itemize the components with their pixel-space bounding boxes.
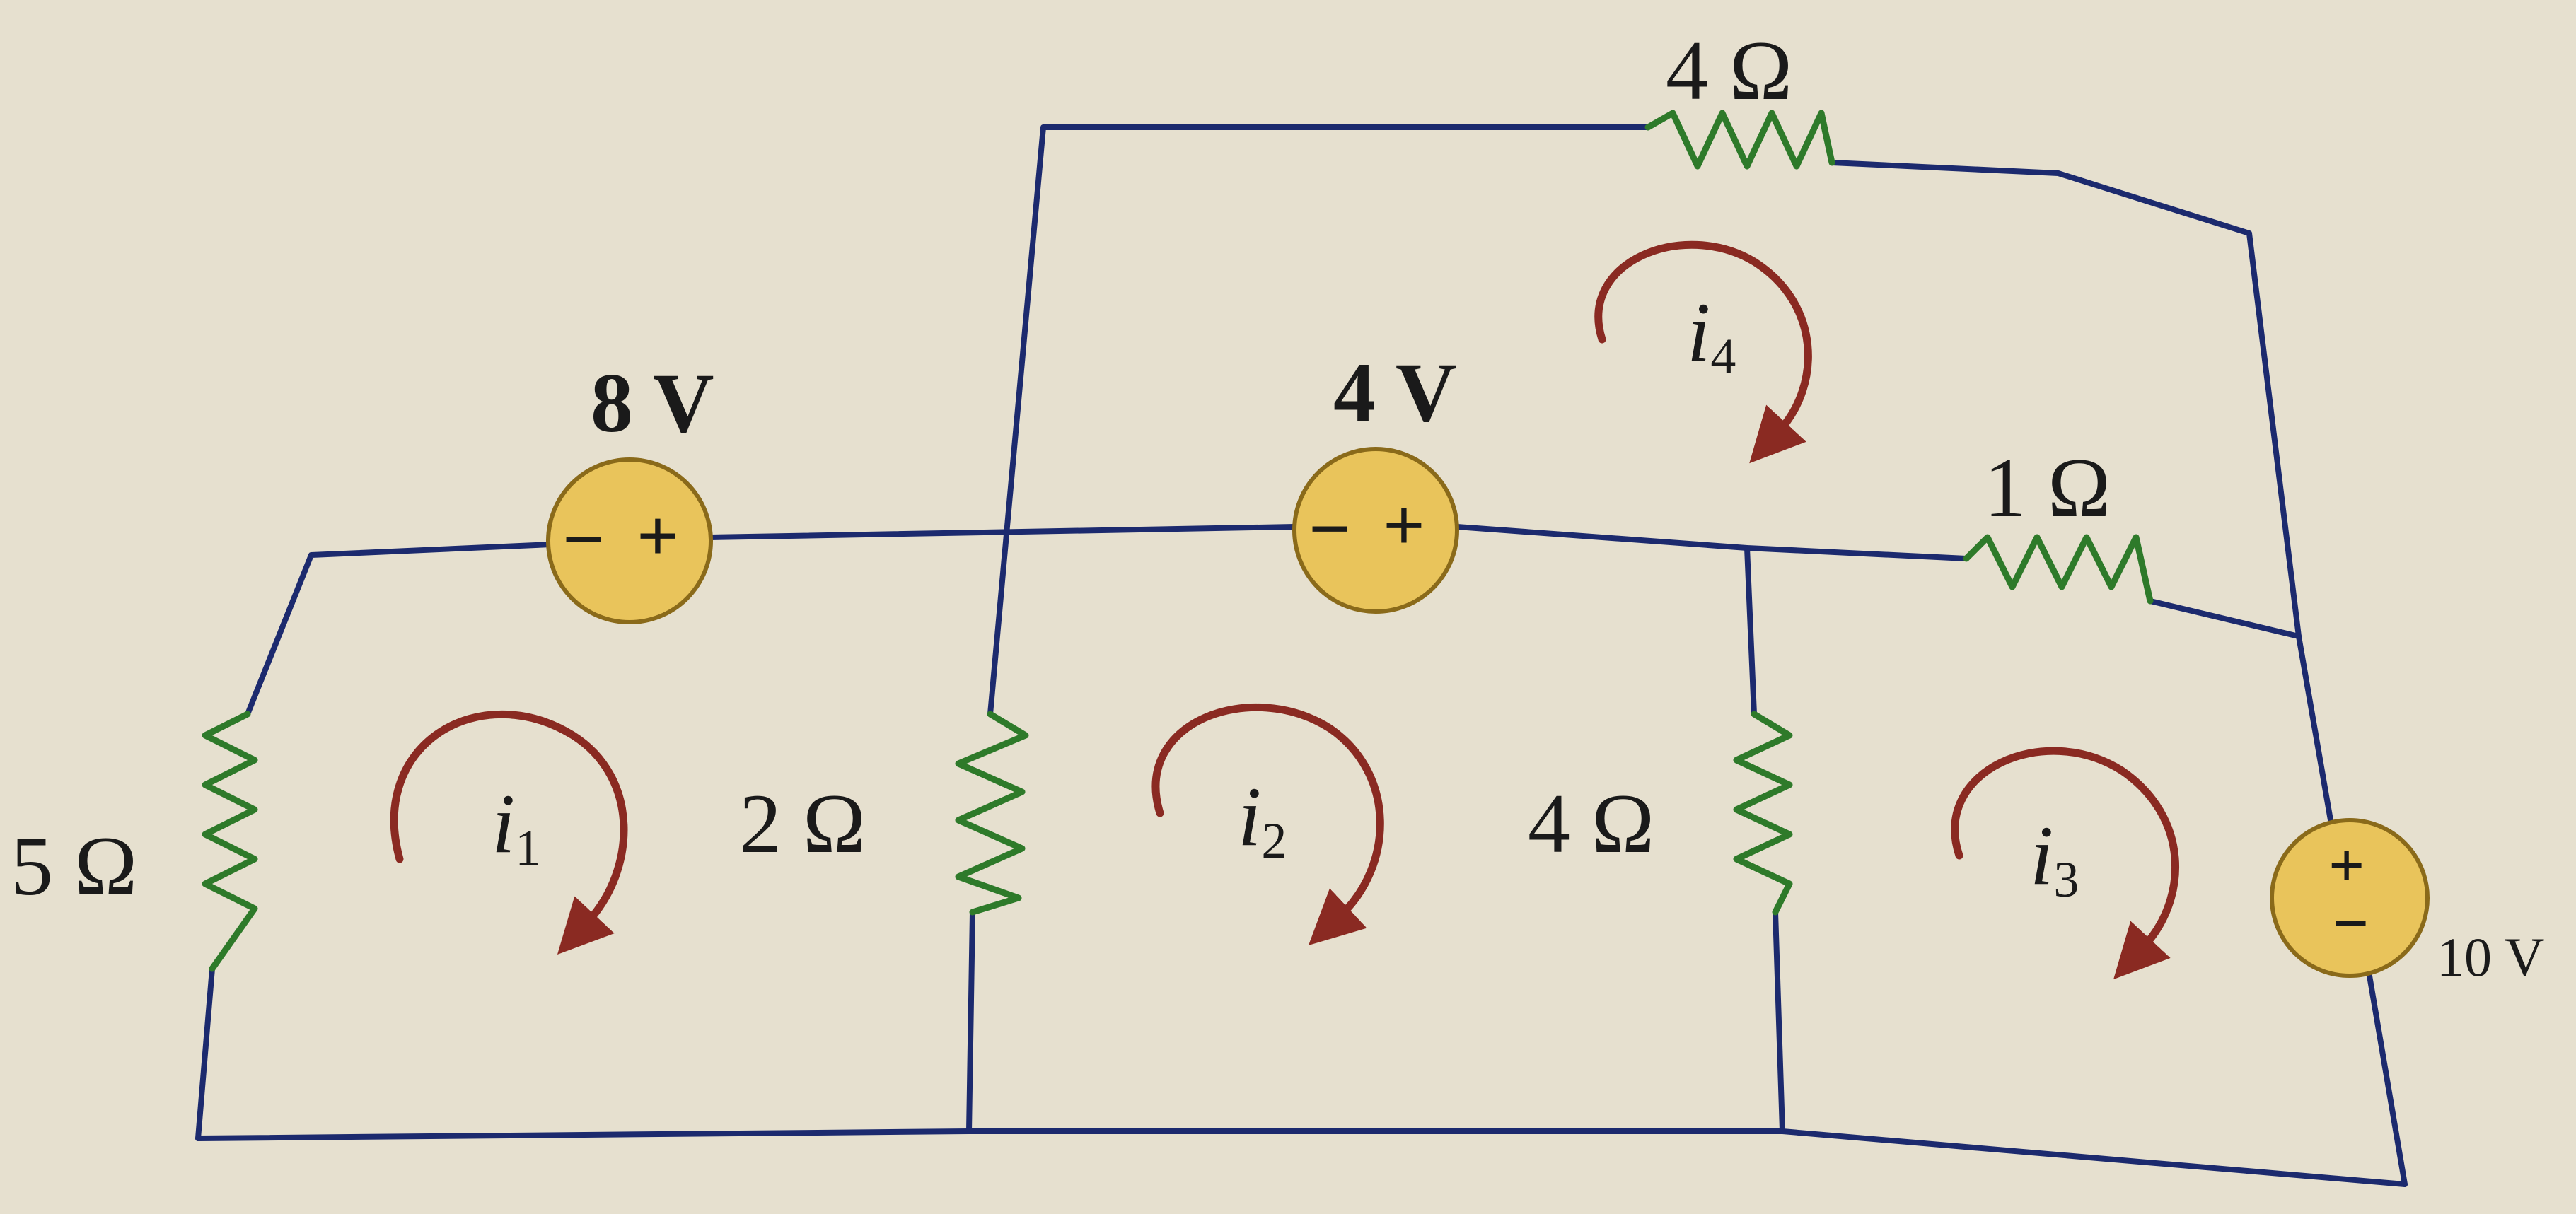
source-8v-minus: − [562, 498, 605, 580]
wire-top-right [1829, 160, 2302, 639]
mesh-label-1: i1 [492, 776, 541, 876]
resistor-mid-right-label: 4 Ω [1528, 776, 1655, 870]
source-10v-plus: + [2328, 831, 2365, 901]
resistor-top-label: 4 Ω [1666, 23, 1793, 117]
source-8v-plus: + [637, 494, 679, 577]
mesh-label-4: i4 [1687, 285, 1736, 385]
wire-middle-2 [1454, 524, 1969, 561]
wire-left-top [245, 542, 555, 717]
resistor-left-label: 5 Ω [11, 819, 138, 913]
wire-right-upper [2296, 634, 2333, 823]
wire-right-lower [2367, 973, 2408, 1187]
source-10v-label: 10 V [2437, 926, 2545, 988]
wire-mid-left-top [987, 124, 1651, 717]
resistor-right-label: 1 Ω [1984, 440, 2111, 535]
source-8v [546, 457, 713, 624]
mesh-arrow-1 [390, 710, 628, 955]
resistor-mid-right [1733, 711, 1793, 916]
wire-mid-left-bottom [966, 909, 975, 1134]
source-10v [2270, 818, 2430, 978]
wire-left [195, 966, 215, 1141]
wire-mid-right-bottom [1773, 909, 1785, 1134]
wire-right-mid [2147, 598, 2302, 639]
wire-mid-right-top [1744, 545, 1757, 717]
mesh-label-2: i2 [1238, 769, 1287, 869]
source-4v-plus: + [1383, 484, 1425, 566]
source-4v-label: 4 V [1333, 345, 1457, 439]
resistor-right [1963, 534, 2154, 605]
mesh-label-3: i3 [2030, 808, 2079, 908]
source-8v-label: 8 V [591, 356, 714, 450]
mesh-arrow-3 [1951, 747, 2179, 980]
resistor-top [1644, 110, 1835, 170]
resistor-mid-left [955, 711, 1029, 916]
source-4v [1292, 447, 1459, 614]
resistor-left [202, 711, 258, 972]
wire-middle-1 [708, 524, 1297, 540]
source-4v-minus: − [1309, 487, 1351, 570]
resistor-mid-left-label: 2 Ω [739, 776, 866, 870]
source-10v-minus: − [2333, 889, 2369, 959]
wire-bottom [195, 1128, 2408, 1187]
mesh-arrow-4 [1594, 240, 1812, 464]
mesh-arrow-2 [1151, 704, 1384, 946]
